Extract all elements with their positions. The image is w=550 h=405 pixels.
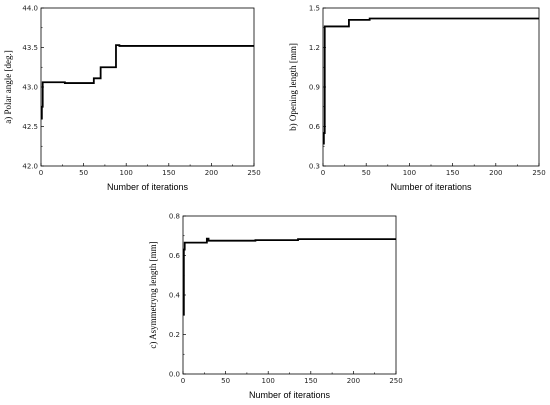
y-tick-label: 42.5 [22,123,38,131]
chart-polar-angle: 0 50 100 150 200 250 42.0 42.5 43.0 43.5 44.0 Numbe… [3,5,261,193]
x-axis-title: Number of iterations [390,182,472,192]
x-tick-label: 150 [446,169,459,177]
y-tick-label: 44.0 [22,5,38,13]
x-axis-title: Number of iterations [107,182,189,192]
x-tick-label: 0 [321,169,325,177]
x-tick-label: 200 [489,169,502,177]
x-tick-label: 0 [39,169,43,177]
y-tick-label: 0.6 [309,123,321,131]
x-tick-label: 50 [221,377,230,385]
y-tick-label: 0.8 [169,213,180,221]
series-line [182,237,396,316]
y-tick-label: 0.9 [309,84,320,92]
y-tick-label: 0.2 [169,331,180,339]
plot-frame [322,7,540,167]
x-tick-label: 200 [205,169,218,177]
x-tick-label: 150 [162,169,175,177]
x-tick-label: 250 [389,377,402,385]
series-line [322,17,539,145]
x-tick-label: 0 [181,377,185,385]
plot-frame [40,7,255,167]
y-tick-label: 0.0 [169,371,180,379]
x-tick-label: 100 [403,169,416,177]
chart-opening-length: 0 50 100 150 200 250 0.3 0.6 0.9 1.2 1.5 Number of … [288,5,546,193]
x-tick-label: 50 [79,169,88,177]
x-tick-label: 100 [262,377,275,385]
x-tick-label: 250 [532,169,545,177]
y-tick-label: 1.2 [309,44,320,52]
y-axis-title: b) Opening length [mm] [288,43,298,131]
y-tick-label: 0.3 [309,163,320,171]
y-tick-label: 43.5 [22,44,38,52]
y-tick-label: 43.0 [22,84,38,92]
y-tick-label: 0.6 [169,252,181,260]
y-tick-label: 1.5 [309,5,320,13]
chart-asymmetryng-length: 0 50 100 150 200 250 0.0 0.2 0.4 0.6 0.8 Number of … [148,213,403,401]
x-tick-label: 200 [347,377,360,385]
series-line [40,44,254,120]
y-tick-label: 42.0 [22,163,38,171]
x-tick-label: 100 [120,169,133,177]
x-tick-label: 150 [304,377,317,385]
x-axis-title: Number of iterations [249,390,331,400]
x-tick-label: 250 [247,169,260,177]
y-tick-label: 0.4 [169,292,181,300]
x-tick-label: 50 [362,169,371,177]
y-axis-title: c) Asymmetryng length [mm] [148,241,158,348]
y-axis-title: a) Polar angle [deg.] [3,50,13,123]
